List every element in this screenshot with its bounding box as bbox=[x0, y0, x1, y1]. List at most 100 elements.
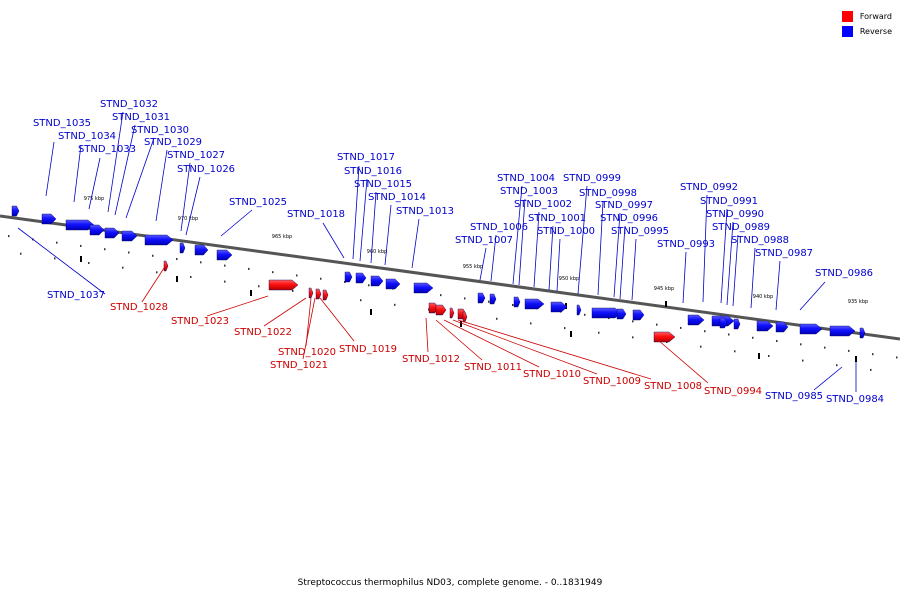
forward-gene-label[interactable]: STND_1020 bbox=[278, 347, 336, 358]
label-leader-line bbox=[682, 251, 687, 304]
minor-tick bbox=[292, 289, 294, 292]
minor-tick bbox=[584, 313, 586, 316]
forward-gene-label[interactable]: STND_1011 bbox=[464, 362, 522, 373]
forward-gene-label[interactable]: STND_1023 bbox=[171, 316, 229, 327]
reverse-gene-arrow bbox=[829, 325, 856, 337]
forward-gene-label[interactable]: STND_1009 bbox=[583, 376, 641, 387]
label-leader-line bbox=[726, 221, 734, 306]
label-leader-line bbox=[533, 211, 540, 288]
reverse-gene-label[interactable]: STND_1031 bbox=[112, 112, 170, 123]
minor-tick bbox=[156, 271, 158, 274]
reverse-gene-label[interactable]: STND_1027 bbox=[167, 150, 225, 161]
label-leader-line bbox=[73, 144, 82, 203]
forward-gene-label[interactable]: STND_1012 bbox=[402, 354, 460, 365]
reverse-gene-label[interactable]: STND_1030 bbox=[131, 125, 189, 136]
reverse-gene-arrow bbox=[344, 271, 353, 283]
reverse-gene-arrow bbox=[370, 275, 384, 287]
reverse-gene-label[interactable]: STND_0996 bbox=[600, 213, 658, 224]
forward-gene-label[interactable]: STND_1019 bbox=[339, 344, 397, 355]
reverse-gene-label[interactable]: STND_1007 bbox=[455, 235, 513, 246]
tick-mark bbox=[370, 309, 372, 315]
reverse-gene-label[interactable]: STND_0991 bbox=[700, 196, 758, 207]
reverse-gene-label[interactable]: STND_1003 bbox=[500, 186, 558, 197]
forward-gene-label[interactable]: STND_1022 bbox=[234, 327, 292, 338]
forward-gene-label[interactable]: STND_1028 bbox=[110, 302, 168, 313]
reverse-gene-arrow bbox=[775, 321, 789, 333]
tick-mark bbox=[758, 353, 760, 359]
reverse-gene-label[interactable]: STND_1026 bbox=[177, 164, 235, 175]
reverse-gene-label[interactable]: STND_0987 bbox=[755, 248, 813, 259]
legend-reverse: Reverse bbox=[841, 24, 892, 39]
minor-tick bbox=[176, 258, 178, 261]
reverse-gene-label[interactable]: STND_0985 bbox=[765, 391, 823, 402]
minor-tick bbox=[368, 284, 370, 287]
reverse-gene-arrow bbox=[104, 227, 120, 239]
reverse-swatch bbox=[841, 26, 853, 37]
reverse-gene-arrow bbox=[513, 296, 521, 308]
label-leader-line bbox=[185, 176, 201, 236]
forward-gene-arrow bbox=[653, 331, 676, 343]
reverse-gene-label[interactable]: STND_1002 bbox=[514, 199, 572, 210]
minor-tick bbox=[632, 320, 634, 323]
forward-gene-label[interactable]: STND_1021 bbox=[270, 360, 328, 371]
forward-gene-label[interactable]: STND_1010 bbox=[523, 369, 581, 380]
reverse-gene-label[interactable]: STND_1013 bbox=[396, 206, 454, 217]
reverse-gene-label[interactable]: STND_0986 bbox=[815, 268, 873, 279]
label-leader-line bbox=[613, 212, 621, 298]
reverse-gene-label[interactable]: STND_0992 bbox=[680, 182, 738, 193]
minor-tick bbox=[394, 303, 396, 306]
reverse-gene-label[interactable]: STND_1037 bbox=[47, 290, 105, 301]
reverse-gene-label[interactable]: STND_0990 bbox=[706, 209, 764, 220]
reverse-gene-label[interactable]: STND_1015 bbox=[354, 179, 412, 190]
reverse-gene-label[interactable]: STND_1014 bbox=[368, 192, 426, 203]
reverse-gene-label[interactable]: STND_1018 bbox=[287, 209, 345, 220]
label-leader-line bbox=[490, 234, 497, 282]
forward-gene-arrow bbox=[435, 304, 447, 316]
label-leader-line bbox=[452, 319, 598, 375]
reverse-gene-label[interactable]: STND_1029 bbox=[144, 137, 202, 148]
forward-gene-arrow bbox=[163, 260, 169, 272]
reverse-gene-label[interactable]: STND_1000 bbox=[537, 226, 595, 237]
reverse-gene-label[interactable]: STND_0995 bbox=[611, 226, 669, 237]
reverse-gene-label[interactable]: STND_0997 bbox=[595, 200, 653, 211]
label-leader-line bbox=[657, 339, 709, 384]
label-leader-line bbox=[443, 319, 540, 368]
minor-tick bbox=[802, 359, 804, 362]
reverse-gene-label[interactable]: STND_1032 bbox=[100, 99, 158, 110]
scale-labels: 975 kbp 970 kbp 965 kbp 960 kbp 955 kbp 950 k… bbox=[84, 196, 868, 305]
reverse-gene-label[interactable]: STND_0984 bbox=[826, 394, 884, 405]
reverse-gene-label[interactable]: STND_1004 bbox=[497, 173, 555, 184]
label-leader-line bbox=[425, 317, 429, 353]
reverse-gene-arrow bbox=[719, 317, 728, 329]
reverse-gene-label[interactable]: STND_1016 bbox=[344, 166, 402, 177]
reverse-gene-label[interactable]: STND_1001 bbox=[528, 213, 586, 224]
reverse-gene-label[interactable]: STND_1006 bbox=[470, 222, 528, 233]
reverse-gene-label[interactable]: STND_0999 bbox=[563, 173, 621, 184]
label-leader-line bbox=[702, 194, 708, 303]
label-leader-line bbox=[263, 297, 307, 327]
minor-tick bbox=[836, 364, 838, 367]
forward-gene-label[interactable]: STND_0994 bbox=[704, 386, 762, 397]
legend: Forward Reverse bbox=[841, 9, 892, 39]
minor-tick bbox=[224, 280, 226, 283]
reverse-gene-label[interactable]: STND_0993 bbox=[657, 239, 715, 250]
tick-mark bbox=[176, 276, 178, 282]
minor-tick bbox=[656, 323, 658, 326]
label-leader-line bbox=[556, 238, 561, 292]
legend-forward: Forward bbox=[841, 9, 892, 24]
minor-tick bbox=[360, 299, 362, 302]
minor-tick bbox=[272, 271, 274, 274]
reverse-gene-label[interactable]: STND_1033 bbox=[78, 144, 136, 155]
forward-gene-label[interactable]: STND_1008 bbox=[644, 381, 702, 392]
reverse-gene-label[interactable]: STND_1025 bbox=[229, 197, 287, 208]
reverse-gene-label[interactable]: STND_0998 bbox=[579, 188, 637, 199]
minor-tick bbox=[728, 333, 730, 336]
reverse-gene-label[interactable]: STND_1035 bbox=[33, 118, 91, 129]
reverse-gene-label[interactable]: STND_0989 bbox=[712, 222, 770, 233]
forward-gene-arrow bbox=[322, 289, 329, 301]
forward-gene-arrow bbox=[315, 288, 322, 300]
reverse-gene-label[interactable]: STND_1034 bbox=[58, 131, 116, 142]
reverse-gene-label[interactable]: STND_0988 bbox=[731, 235, 789, 246]
label-leader-line bbox=[206, 295, 269, 317]
reverse-gene-label[interactable]: STND_1017 bbox=[337, 152, 395, 163]
